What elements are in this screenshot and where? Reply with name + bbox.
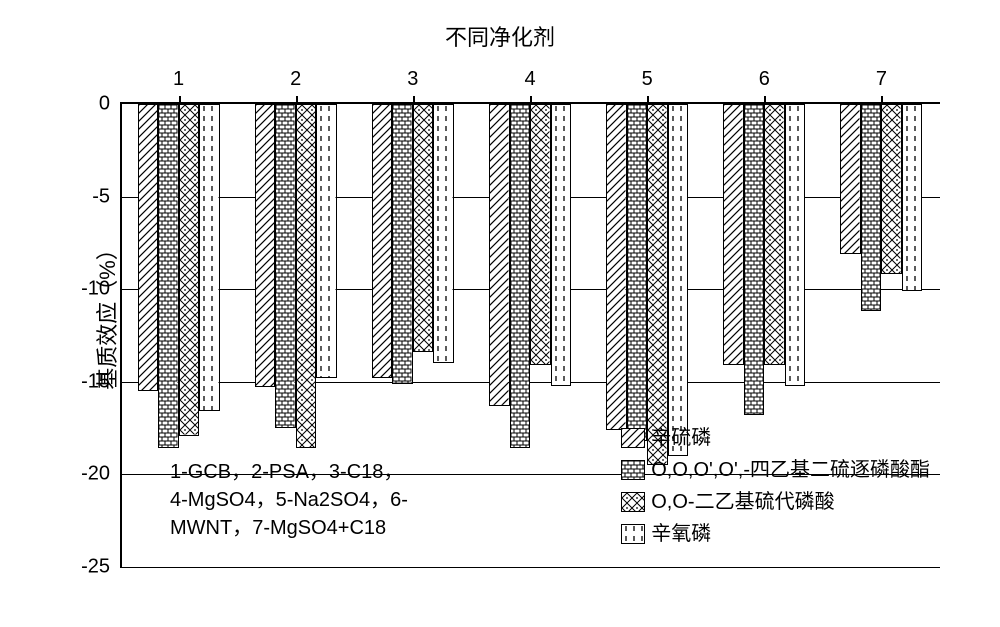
bar [881,104,902,274]
bar [433,104,454,363]
bar [489,104,510,406]
y-tick-label: -20 [70,463,120,486]
category-note-line: 1-GCB，2-PSA，3-C18， [170,458,408,486]
chart-container: 不同净化剂 基质效应（%） 1 2 3 4 5 6 7 0 -5 -10 -15 -20 -25 [20,20,980,607]
bar [647,104,668,465]
bar [255,104,276,387]
bar [275,104,296,428]
bar [296,104,317,448]
legend-swatch [621,524,645,544]
legend-item: O,O,O',O',-四乙基二硫逐磷酸酯 [621,456,930,484]
legend-swatch [621,428,645,448]
bar [744,104,765,415]
y-axis-label: 基质效应（%） [90,238,122,390]
bar [723,104,744,365]
x-tick-mark [647,96,649,104]
category-note-line: 4-MgSO4，5-Na2SO4，6- [170,486,408,514]
category-note: 1-GCB，2-PSA，3-C18， 4-MgSO4，5-Na2SO4，6- M… [170,458,408,542]
bar [392,104,413,384]
y-tick-label: -25 [70,556,120,579]
y-tick-label: -5 [70,185,120,208]
y-tick-label: -15 [70,370,120,393]
legend-item: O,O-二乙基硫代磷酸 [621,488,930,516]
bar [510,104,531,448]
legend-item: 辛硫磷 [621,424,930,452]
bar [627,104,648,441]
x-tick-mark [881,96,883,104]
bar [530,104,551,365]
legend: 辛硫磷 O,O,O',O',-四乙基二硫逐磷酸酯 O,O-二乙基硫代磷酸辛氧磷 [621,424,930,552]
bar [158,104,179,448]
legend-swatch [621,460,645,480]
legend-label: O,O,O',O',-四乙基二硫逐磷酸酯 [651,456,930,484]
chart-title: 不同净化剂 [20,20,980,52]
x-axis-ticks: 1 2 3 4 5 6 7 [120,68,940,92]
x-tick-mark [413,96,415,104]
bar [840,104,861,254]
bar [179,104,200,436]
legend-label: 辛氧磷 [651,520,711,548]
x-tick-label: 6 [759,68,770,91]
legend-swatch [621,492,645,512]
x-tick-label: 7 [876,68,887,91]
bar [785,104,806,386]
x-tick-mark [179,96,181,104]
bar [316,104,337,378]
y-tick-label: -10 [70,278,120,301]
x-tick-mark [296,96,298,104]
x-tick-label: 4 [524,68,535,91]
grid-line [120,382,940,383]
x-tick-label: 1 [173,68,184,91]
bar [861,104,882,311]
bar [668,104,689,456]
legend-item: 辛氧磷 [621,520,930,548]
x-tick-label: 5 [642,68,653,91]
bar [764,104,785,365]
x-tick-label: 2 [290,68,301,91]
bar [138,104,159,391]
bar [199,104,220,411]
bar [551,104,572,386]
bar [606,104,627,430]
y-tick-label: 0 [70,93,120,116]
x-tick-label: 3 [407,68,418,91]
x-tick-mark [530,96,532,104]
category-note-line: MWNT，7-MgSO4+C18 [170,514,408,542]
bar [902,104,923,291]
legend-label: 辛硫磷 [651,424,711,452]
bar [413,104,434,352]
grid-line [120,567,940,568]
legend-label: O,O-二乙基硫代磷酸 [651,488,834,516]
x-tick-mark [764,96,766,104]
bar [372,104,393,378]
